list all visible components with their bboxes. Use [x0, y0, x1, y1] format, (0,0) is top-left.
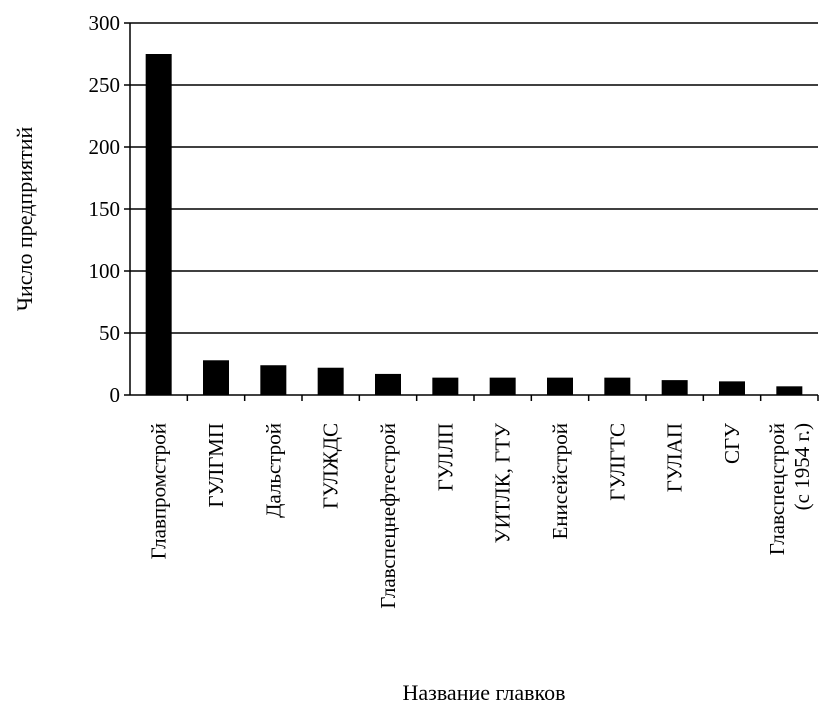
bar: [145, 54, 172, 395]
category-label-line: СГУ: [720, 423, 744, 464]
gridlines: [130, 22, 818, 334]
category-label: ГУЛГТС: [605, 423, 629, 501]
category-label: Главспецстрой (с 1954 г.): [765, 423, 814, 555]
y-tick-label: 250: [89, 73, 121, 97]
y-tick-label: 300: [89, 11, 121, 35]
category-label-line: Главпромстрой: [147, 423, 171, 559]
bar: [547, 377, 573, 395]
category-label-line: Енисейстрой: [548, 423, 572, 539]
axes: [124, 22, 819, 401]
category-label: УИТЛК, ГТУ: [491, 423, 515, 544]
category-label: Енисейстрой: [548, 423, 572, 539]
category-label-line: ГУЛГТС: [605, 423, 629, 501]
bar: [375, 373, 401, 395]
bar: [203, 360, 229, 395]
x-category-labels: Главпромстрой ГУЛГМП Дальстрой ГУЛЖДС Главсп…: [147, 423, 814, 609]
bar: [661, 380, 688, 395]
category-label: Главпромстрой: [147, 423, 171, 559]
category-label-line: (с 1954 г.): [790, 423, 814, 510]
bar: [260, 365, 287, 395]
category-label-line: ГУЛЛП: [433, 423, 457, 491]
y-tick-label: 0: [110, 383, 121, 407]
category-label: ГУЛЖДС: [319, 423, 343, 509]
bars: [145, 54, 803, 395]
bar: [776, 386, 803, 395]
category-label-line: ГУЛАП: [663, 423, 687, 492]
category-label-line: ГУЛЖДС: [319, 423, 343, 509]
category-label-line: Дальстрой: [261, 423, 285, 518]
bar: [489, 377, 516, 395]
y-tick-label: 200: [89, 135, 121, 159]
category-label: ГУЛЛП: [433, 423, 457, 491]
category-label: ГУЛАП: [663, 423, 687, 492]
bar: [432, 377, 459, 395]
y-axis-title: Число предприятий: [12, 126, 37, 311]
category-label: Дальстрой: [261, 423, 285, 518]
category-label: ГУЛГМП: [204, 423, 228, 508]
bar: [604, 377, 631, 395]
y-tick-label: 100: [89, 259, 121, 283]
category-label-line: УИТЛК, ГТУ: [491, 423, 515, 544]
bar: [317, 367, 344, 395]
x-axis-title: Название главков: [402, 680, 565, 705]
y-tick-labels: 0 50 100 150 200 250 300: [89, 11, 121, 407]
category-label-line: ГУЛГМП: [204, 423, 228, 508]
category-label: Главспецнефтестрой: [376, 423, 400, 609]
category-label-line: Главспецстрой: [765, 423, 789, 555]
category-label-line: Главспецнефтестрой: [376, 423, 400, 609]
bar: [719, 381, 745, 395]
y-tick-label: 150: [89, 197, 121, 221]
category-label: СГУ: [720, 423, 744, 464]
y-tick-label: 50: [99, 321, 120, 345]
